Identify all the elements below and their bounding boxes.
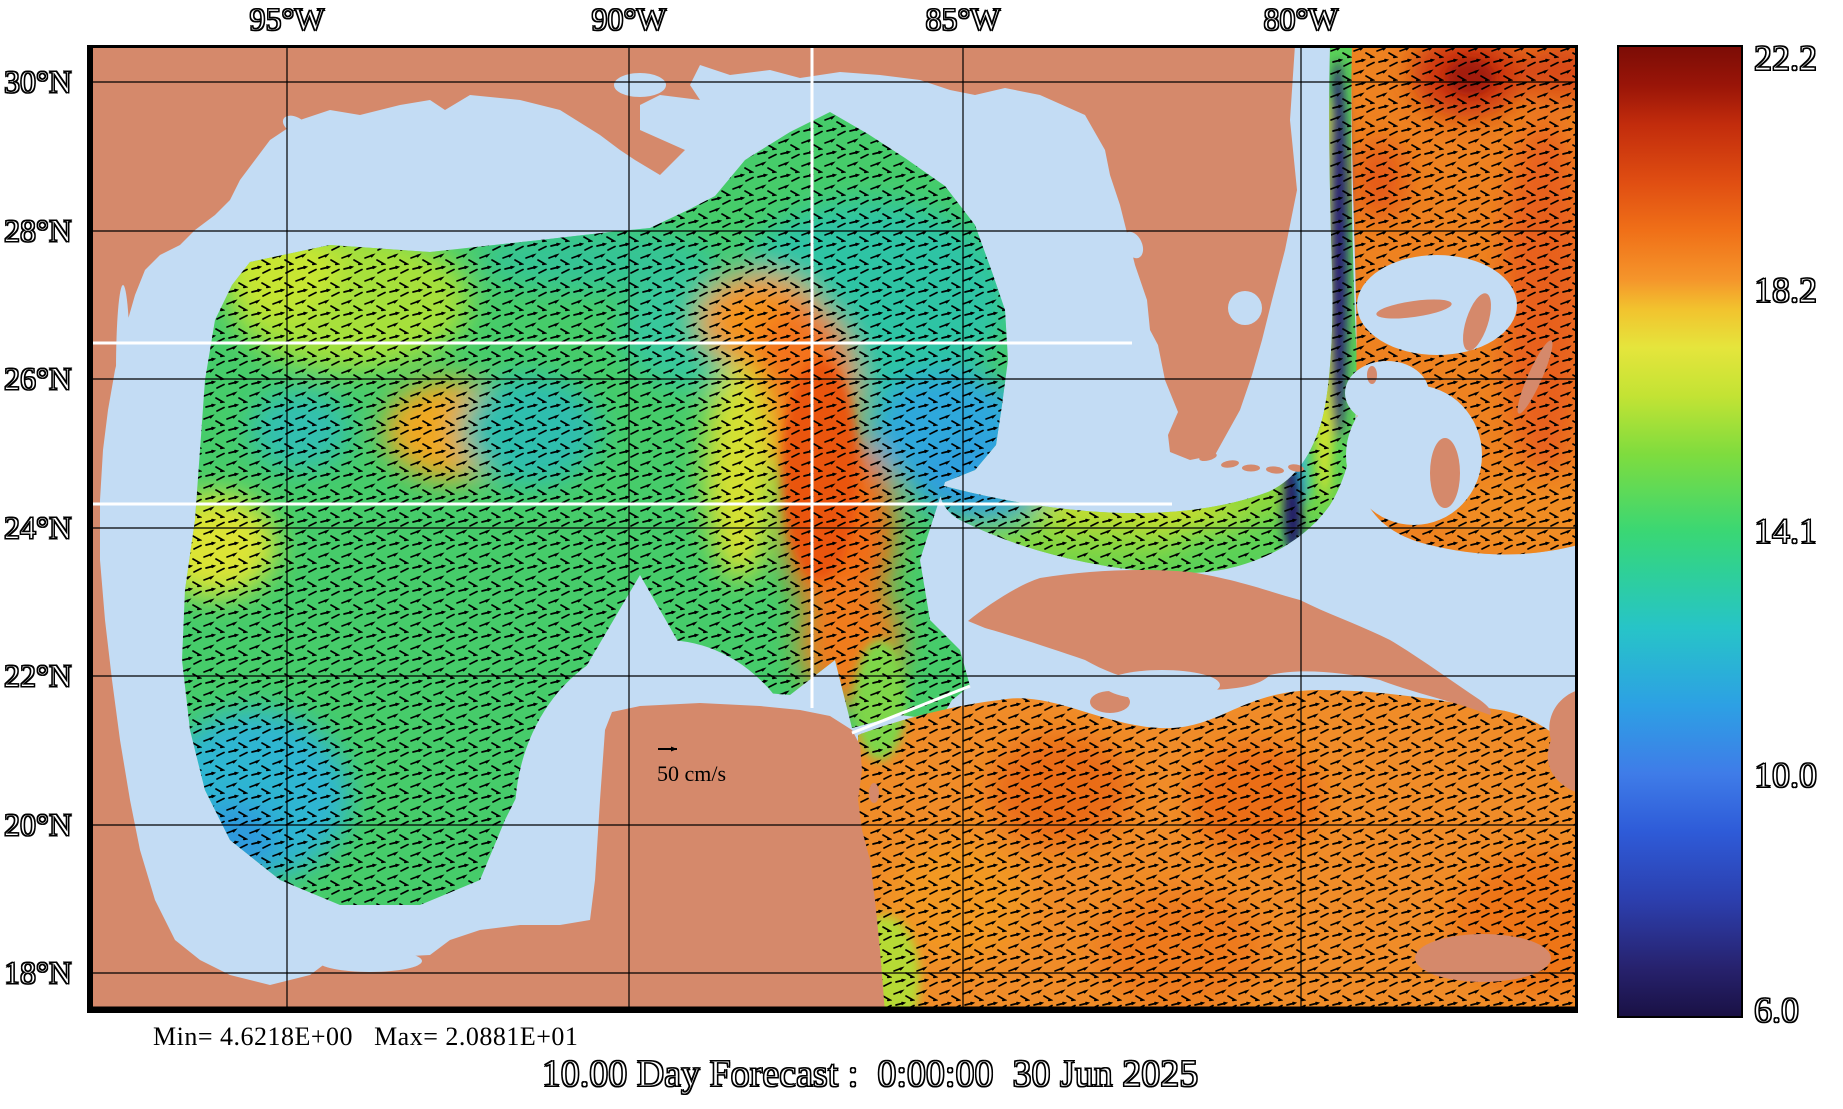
lat-tick-label: 24°N — [4, 509, 73, 546]
transect-line-yucatan-channel — [851, 684, 971, 735]
laguna-de-terminos — [318, 950, 422, 972]
max-label: Max= — [374, 1022, 439, 1051]
vector-scale-label: 50 cm/s — [657, 761, 726, 786]
max-value: 2.0881E+01 — [445, 1022, 579, 1051]
abaco — [1463, 293, 1491, 351]
land-layer — [87, 45, 1578, 1013]
vector-scale-indicator: 50 cm/s — [657, 746, 726, 786]
lon-tick-label: 95°W — [249, 1, 325, 38]
jamaica — [1415, 934, 1551, 982]
andros — [1430, 438, 1460, 508]
grand-bahama — [1376, 299, 1452, 319]
min-value: 4.6218E+00 — [220, 1022, 354, 1051]
lake-pontchartrain — [614, 73, 666, 97]
lat-tick-label: 28°N — [4, 212, 73, 249]
lat-tick-label: 20°N — [4, 806, 73, 843]
gridlines-layer — [87, 45, 1578, 1013]
florida-keys — [1199, 452, 1304, 474]
eleuthera — [1517, 340, 1553, 414]
scale-arrowhead — [671, 746, 677, 752]
gulf-of-batabano — [1104, 670, 1220, 700]
north-america-mexico-landmass — [87, 45, 1297, 1013]
lon-tick-label: 85°W — [925, 1, 1001, 38]
tampa-bay — [1122, 231, 1144, 259]
lat-tick-label: 18°N — [4, 954, 73, 991]
lat-tick-label: 26°N — [4, 360, 73, 397]
lat-tick-label: 30°N — [4, 63, 73, 100]
bimini — [1367, 366, 1377, 384]
min-label: Min= — [153, 1022, 214, 1051]
lon-tick-label: 80°W — [1263, 1, 1339, 38]
colorbar-tick-label: 14.1 — [1754, 511, 1818, 552]
lon-tick-label: 90°W — [591, 1, 667, 38]
lake-okeechobee — [1228, 291, 1262, 325]
map-frame — [87, 45, 1578, 1013]
colorbar-tick-label: 10.0 — [1754, 755, 1818, 796]
colorbar-tick-label: 18.2 — [1754, 270, 1818, 311]
galveston-bay — [282, 115, 308, 135]
transect-lines-layer — [87, 45, 1172, 735]
map-svg: 50 cm/s — [87, 45, 1578, 1013]
map-plot-area: 50 cm/s — [87, 45, 1578, 1013]
lat-tick-label: 22°N — [4, 657, 73, 694]
cuba — [968, 570, 1491, 715]
lakes-layer — [116, 73, 1262, 972]
colorbar — [1617, 45, 1743, 1018]
laguna-madre — [116, 285, 130, 455]
forecast-title: 10.00 Day Forecast : 0:00:00 30 Jun 2025 — [541, 1053, 1199, 1096]
isla-de-la-juventud — [1090, 691, 1130, 713]
cozumel — [869, 783, 879, 803]
colorbar-tick-label: 22.2 — [1754, 38, 1818, 79]
colorbar-tick-label: 6.0 — [1754, 990, 1800, 1031]
field-min-max-stats: Min= 4.6218E+00 Max= 2.0881E+01 — [153, 1022, 578, 1052]
hispaniola-edge — [1547, 690, 1578, 793]
